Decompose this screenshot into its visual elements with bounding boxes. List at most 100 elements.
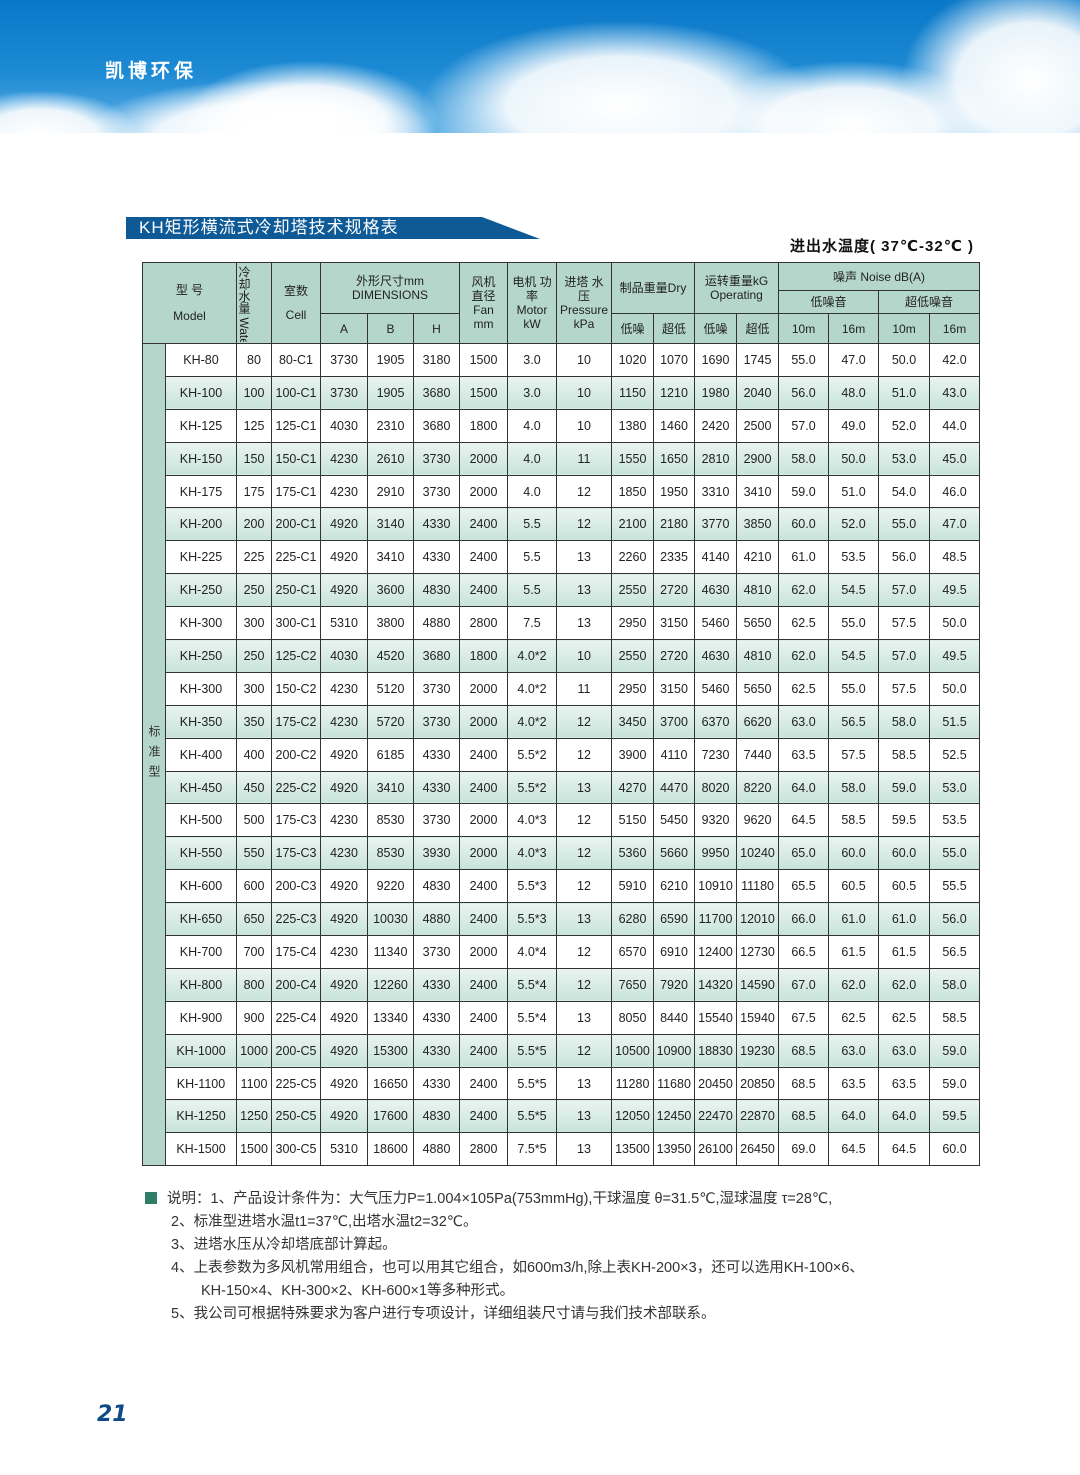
table-cell: 4920: [320, 1033, 368, 1068]
table-row: KH-700 700 175-C4 4230 11340 3730 2000 4.0*4 12 6…: [143, 935, 981, 969]
table-cell: 4.0: [507, 408, 557, 443]
table-row: KH-1000 1000 200-C5 4920 15300 4330 2400 5.5*5 1…: [143, 1033, 981, 1068]
table-cell: 1650: [652, 441, 696, 476]
model-cell: KH-550: [165, 836, 237, 871]
table-cell: 5.5: [507, 507, 557, 542]
model-cell: KH-450: [165, 770, 237, 805]
table-cell: 49.5: [929, 573, 981, 608]
table-cell: 100-C1: [271, 375, 321, 410]
section-title: KH矩形横流式冷却塔技术规格表: [139, 218, 399, 237]
table-cell: 55.0: [878, 507, 931, 542]
table-cell: 2500: [736, 408, 780, 443]
table-cell: 4140: [694, 540, 738, 575]
table-cell: 9320: [694, 803, 738, 838]
model-cell: KH-200: [165, 507, 237, 542]
table-cell: 4030: [320, 639, 368, 673]
model-cell: KH-125: [165, 408, 237, 443]
table-cell: 13: [556, 1000, 612, 1035]
table-cell: 1100: [236, 1066, 272, 1101]
table-cell: 4230: [320, 474, 368, 509]
table-cell: 68.5: [778, 1033, 830, 1068]
table-cell: 5.5*4: [507, 967, 557, 1002]
table-cell: 2400: [459, 573, 508, 608]
table-cell: 64.5: [828, 1132, 880, 1167]
table-cell: 600: [236, 869, 272, 904]
table-cell: 225-C3: [271, 902, 321, 937]
table-row: KH-350 350 175-C2 4230 5720 3730 2000 4.0*2 12 34…: [143, 704, 981, 739]
table-cell: 12: [556, 803, 612, 838]
table-cell: 250-C1: [271, 573, 321, 608]
table-cell: 58.0: [828, 770, 880, 805]
header-ultra-low-noise: 超低噪音: [878, 290, 981, 314]
table-cell: 2400: [459, 1099, 508, 1134]
table-cell: 2000: [459, 671, 508, 706]
table-cell: 47.0: [929, 507, 981, 542]
table-cell: 4920: [320, 770, 368, 805]
model-cell: KH-700: [165, 935, 237, 969]
table-cell: 12: [556, 967, 612, 1002]
table-cell: 1070: [652, 343, 696, 377]
table-cell: 1500: [459, 375, 508, 410]
table-cell: 12: [556, 474, 612, 509]
table-cell: 2900: [736, 441, 780, 476]
model-cell: KH-800: [165, 967, 237, 1002]
table-cell: 3180: [413, 343, 460, 377]
table-cell: 3900: [611, 737, 654, 772]
table-cell: 63.0: [878, 1033, 931, 1068]
table-cell: 20450: [694, 1066, 738, 1101]
table-cell: 7650: [611, 967, 654, 1002]
header-a: A: [320, 313, 368, 344]
model-cell: KH-650: [165, 902, 237, 937]
table-cell: 400: [236, 737, 272, 772]
table-cell: 5650: [736, 606, 780, 641]
table-cell: 4920: [320, 1066, 368, 1101]
table-cell: 11: [556, 441, 612, 476]
table-cell: 51.0: [828, 474, 880, 509]
table-cell: 4.0*3: [507, 803, 557, 838]
table-row: 标准型 KH-80 80 80-C1 3730 1905 3180 1500 3.0 10 1020…: [142, 342, 981, 1167]
table-cell: 2335: [652, 540, 696, 575]
header-pressure: 进塔 水压 Pressure kPa: [556, 262, 612, 344]
table-cell: 3730: [413, 441, 460, 476]
table-cell: 4230: [320, 836, 368, 871]
table-cell: 62.5: [778, 671, 830, 706]
table-row: KH-1250 1250 250-C5 4920 17600 4830 2400 5.5*5 1…: [143, 1099, 981, 1134]
table-cell: 52.0: [828, 507, 880, 542]
brand-logo-text: 凯博环保: [105, 61, 198, 82]
model-cell: KH-1250: [165, 1099, 237, 1134]
spec-table: 型 号 Model 冷却水量 Water flow m³/h 室数 Cell 外形尺…: [142, 262, 981, 1167]
table-cell: 1500: [236, 1132, 272, 1167]
table-cell: 56.5: [828, 704, 880, 739]
table-cell: 300: [236, 671, 272, 706]
table-cell: 7440: [736, 737, 780, 772]
table-cell: 5650: [736, 671, 780, 706]
table-cell: 3680: [413, 375, 460, 410]
table-cell: 5.5*5: [507, 1066, 557, 1101]
table-cell: 3800: [367, 606, 414, 641]
table-cell: 63.0: [778, 704, 830, 739]
table-cell: 4.0*4: [507, 935, 557, 969]
table-cell: 54.0: [878, 474, 931, 509]
table-cell: 2400: [459, 770, 508, 805]
header-low-10m: 10m: [778, 313, 830, 344]
table-cell: 6280: [611, 902, 654, 937]
table-cell: 54.5: [828, 573, 880, 608]
header-dry-ultra: 超低: [652, 313, 696, 344]
table-cell: 250: [236, 639, 272, 673]
table-cell: 3680: [413, 639, 460, 673]
table-cell: 62.0: [828, 967, 880, 1002]
table-cell: 7.5*5: [507, 1132, 557, 1167]
table-cell: 1950: [652, 474, 696, 509]
table-cell: 11180: [736, 869, 780, 904]
table-cell: 200-C5: [271, 1033, 321, 1068]
header-low-noise: 低噪音: [778, 290, 880, 314]
table-cell: 3700: [652, 704, 696, 739]
table-cell: 125: [236, 408, 272, 443]
table-cell: 56.5: [929, 935, 981, 969]
table-cell: 14590: [736, 967, 780, 1002]
model-cell: KH-400: [165, 737, 237, 772]
table-cell: 50.0: [828, 441, 880, 476]
table-cell: 64.0: [778, 770, 830, 805]
table-cell: 500: [236, 803, 272, 838]
table-cell: 175: [236, 474, 272, 509]
